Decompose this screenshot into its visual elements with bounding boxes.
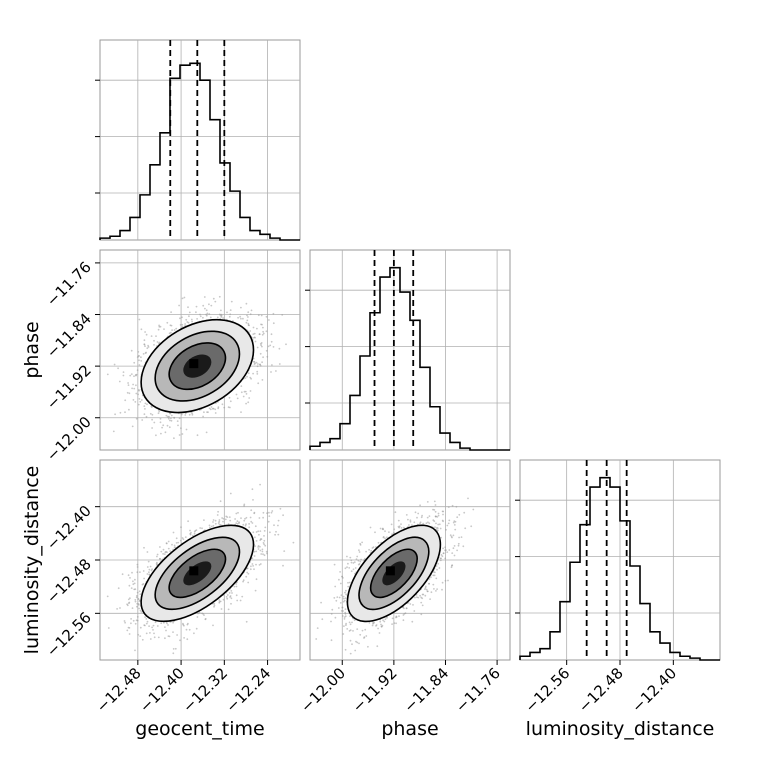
panel-frame-geocent_time-vs-phase: [99, 249, 301, 451]
x-tick-label-phase-1: −11.92: [349, 664, 401, 716]
y-tick-label-phase-3: −11.76: [43, 258, 95, 310]
y-tick-label-phase-1: −11.92: [43, 361, 95, 413]
y-tick-label-phase-2: −11.84: [43, 310, 95, 362]
density-peak-geocent_time-vs-phase: [189, 359, 199, 369]
x-tick-label-geocent_time-3: −12.24: [222, 664, 274, 716]
density-peak-geocent_time-vs-luminosity_distance: [189, 566, 199, 576]
histogram-geocent_time: [99, 62, 300, 241]
x-tick-label-geocent_time-0: −12.48: [93, 664, 145, 716]
hist-frame-geocent_time: [99, 39, 301, 241]
y-axis-label-luminosity_distance: luminosity_distance: [21, 466, 43, 655]
x-tick-label-phase-0: −12.00: [297, 664, 349, 716]
x-tick-label-geocent_time-2: −12.32: [179, 664, 231, 716]
hist-frame-phase: [309, 249, 511, 451]
density-peak-phase-vs-luminosity_distance: [385, 566, 395, 576]
y-tick-label-luminosity_distance-1: −12.48: [43, 555, 95, 607]
y-tick-label-luminosity_distance-0: −12.56: [43, 608, 95, 660]
x-axis-label-phase: phase: [381, 718, 438, 740]
y-axis-label-phase: phase: [21, 321, 43, 378]
y-tick-label-phase-0: −12.00: [43, 413, 95, 465]
histogram-luminosity_distance: [519, 476, 720, 661]
x-axis-label-geocent_time: geocent_time: [135, 718, 264, 740]
x-tick-label-geocent_time-1: −12.40: [136, 664, 188, 716]
x-axis-label-luminosity_distance: luminosity_distance: [526, 718, 715, 740]
x-tick-label-luminosity_distance-1: −12.48: [575, 664, 627, 716]
x-tick-label-phase-3: −11.76: [452, 664, 504, 716]
y-tick-label-luminosity_distance-2: −12.40: [43, 502, 95, 554]
x-tick-label-luminosity_distance-0: −12.56: [522, 664, 574, 716]
x-tick-label-phase-2: −11.84: [400, 664, 452, 716]
x-tick-label-luminosity_distance-2: −12.40: [628, 664, 680, 716]
histogram-phase: [309, 266, 510, 451]
